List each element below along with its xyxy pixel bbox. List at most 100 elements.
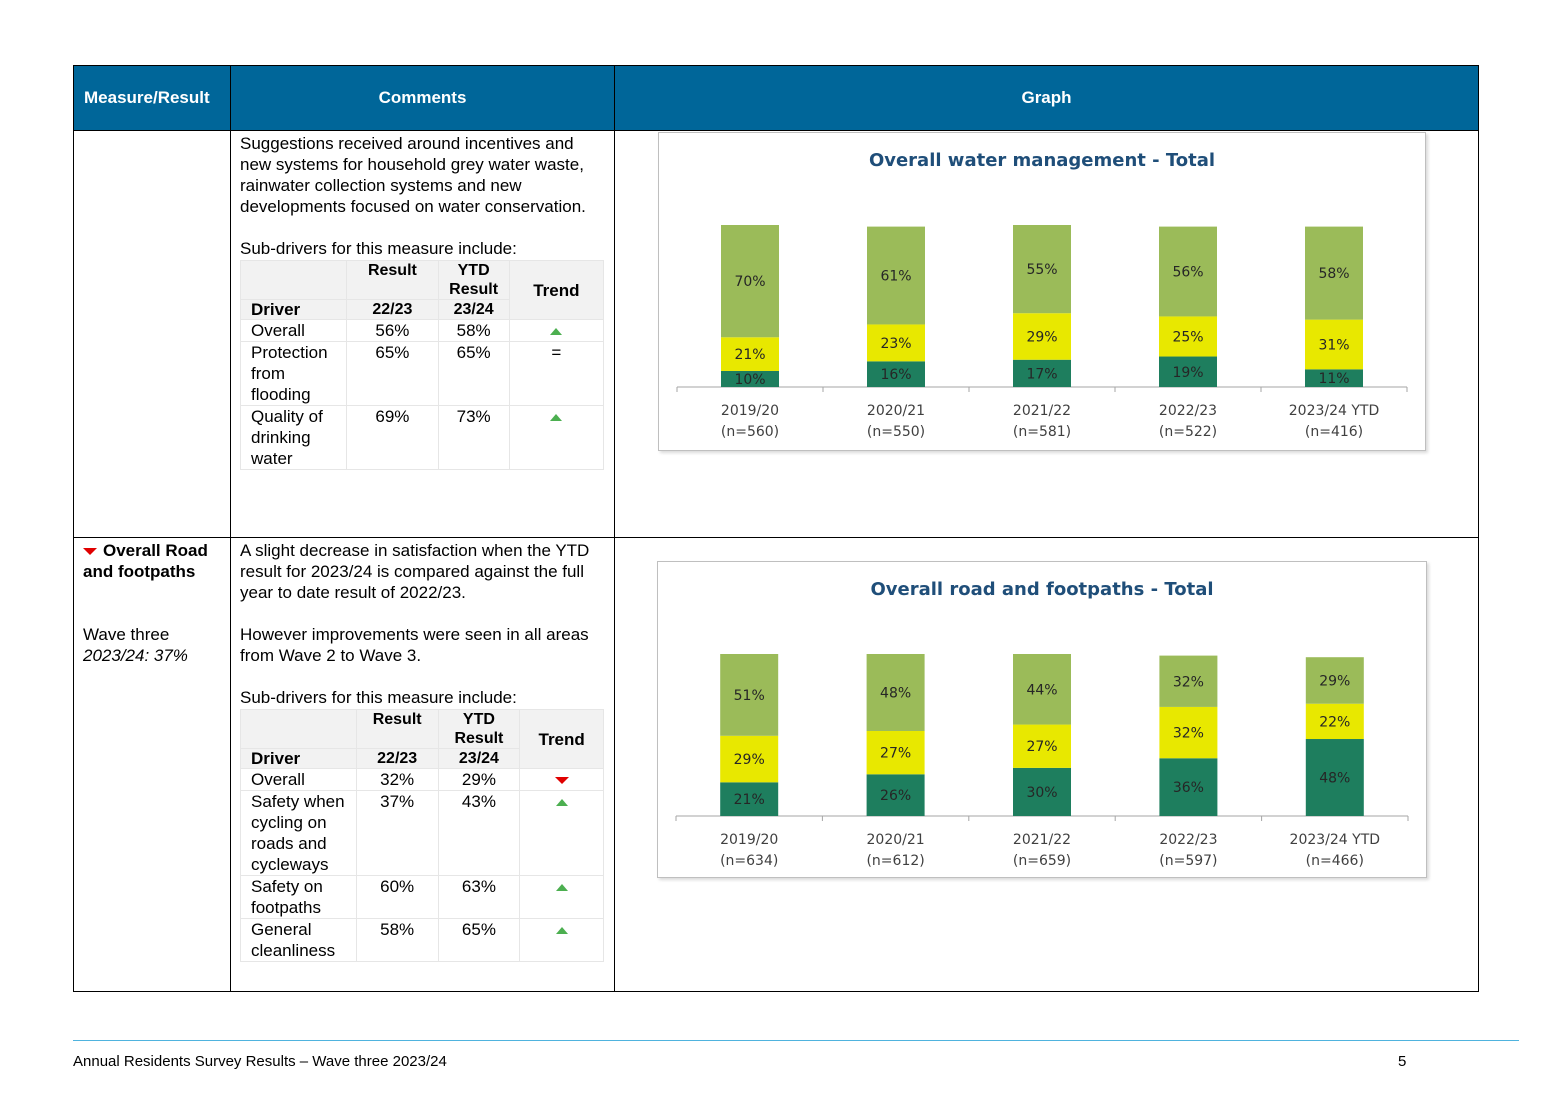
trend-header: Trend (519, 709, 604, 769)
sample-size-label: (n=550) (867, 424, 925, 440)
table-row: General cleanliness 58% 65% (240, 918, 604, 962)
measure-cell-roads: Overall Road and footpaths Wave three 20… (73, 537, 231, 992)
data-label: 27% (880, 746, 911, 762)
data-label: 23% (880, 336, 911, 352)
bar-segment (1305, 703, 1364, 740)
sample-size-label: (n=597) (1159, 853, 1217, 869)
bar-segment (721, 337, 779, 371)
driver-name: General cleanliness (240, 918, 357, 962)
data-label: 29% (1319, 673, 1350, 689)
bar-segment (1305, 226, 1363, 320)
bar-segment (1013, 359, 1071, 387)
data-label: 51% (734, 688, 765, 704)
sample-size-label: (n=634) (720, 853, 778, 869)
col1-header: 22/23 (346, 299, 439, 320)
x-tick-label: 2022/23 (1159, 832, 1217, 848)
driver-name: Protection from flooding (239, 341, 348, 406)
header-measure: Measure/Result (73, 65, 231, 131)
data-label: 44% (1026, 682, 1057, 698)
bar-segment (720, 654, 779, 736)
comments-cell-water: Suggestions received around incentives a… (230, 130, 615, 538)
bar-segment (1013, 724, 1071, 768)
footer-divider (73, 1040, 1519, 1041)
comment-paragraph: However improvements were seen in all ar… (240, 625, 589, 665)
data-label: 25% (1172, 329, 1203, 345)
table-row: Protection from flooding 65% 65% = (239, 341, 605, 406)
table-header-row: Measure/Result Comments Graph (73, 65, 1479, 131)
bar-segment (1305, 369, 1363, 387)
sample-size-label: (n=560) (721, 424, 779, 440)
trend-down-icon (83, 548, 97, 556)
driver-value-2223: 69% (346, 405, 439, 470)
driver-name: Overall (239, 319, 348, 342)
table-row: Safety on footpaths 60% 63% (240, 875, 604, 919)
driver-header: Driver (240, 748, 357, 769)
driver-value-2324: 65% (437, 341, 510, 406)
chart-title: Overall water management - Total (869, 150, 1215, 171)
chart-roads: Overall road and footpaths - Total 21% 29%… (657, 561, 1427, 878)
wave-label: Wave three (83, 625, 170, 644)
sample-size-label: (n=612) (866, 853, 924, 869)
table-row: Overall 32% 29% (240, 768, 604, 791)
bar-segment (1159, 655, 1218, 707)
driver-value-2223: 58% (355, 918, 439, 962)
measure-cell-water (73, 130, 231, 538)
page-number: 5 (1398, 1053, 1407, 1070)
x-tick-label: 2021/22 (1013, 403, 1071, 419)
data-label: 10% (734, 372, 765, 388)
trend-up-icon (550, 328, 563, 336)
driver-value-2223: 60% (355, 875, 439, 919)
bar-segment (1159, 706, 1218, 759)
data-label: 31% (1318, 337, 1349, 353)
bar-segment (866, 730, 925, 775)
col2-header: 23/24 (437, 748, 521, 769)
subdrivers-intro: Sub-drivers for this measure include: (240, 239, 517, 258)
driver-name: Safety when cycling on roads and cyclewa… (240, 790, 357, 876)
comment-paragraph: A slight decrease in satisfaction when t… (240, 541, 590, 602)
sample-size-label: (n=581) (1013, 424, 1071, 440)
header-comments: Comments (230, 65, 615, 131)
measure-title: Overall Road and footpaths (83, 541, 208, 581)
bar-segment (1305, 657, 1364, 704)
driver-name: Quality of drinking water (239, 405, 348, 470)
driver-value-2324: 43% (437, 790, 521, 876)
data-label: 21% (734, 347, 765, 363)
bar-segment (1013, 225, 1071, 314)
driver-value-2324: 63% (437, 875, 521, 919)
trend-up-icon (555, 884, 568, 892)
header-graph: Graph (614, 65, 1479, 131)
driver-value-2223: 65% (346, 341, 439, 406)
driver-value-2223: 56% (346, 319, 439, 342)
bar-segment (867, 361, 925, 387)
bar-segment (721, 225, 779, 338)
chart-water: Overall water management - Total 10% 21% 70… (658, 132, 1426, 451)
x-tick-label: 2023/24 YTD (1289, 403, 1380, 419)
footer-title: Annual Residents Survey Results – Wave t… (73, 1053, 447, 1070)
data-label: 61% (880, 269, 911, 285)
data-label: 48% (880, 685, 911, 701)
driver-header: Driver (239, 299, 348, 320)
result-header: Result (346, 260, 439, 300)
ytd-result-header: YTD Result (437, 260, 510, 300)
data-label: 70% (734, 274, 765, 290)
data-label: 30% (1026, 785, 1057, 801)
trend-up-icon (550, 414, 563, 422)
table-row: Overall 56% 58% (239, 319, 605, 342)
driver-name: Overall (240, 768, 357, 791)
trend-up-icon (555, 799, 568, 807)
bar-segment (1159, 226, 1217, 317)
bar-segment (1159, 316, 1217, 357)
result-header: Result (355, 709, 439, 749)
col1-header: 22/23 (355, 748, 439, 769)
data-label: 21% (734, 792, 765, 808)
subdriver-table-roads: Result YTD Result Trend Driver 22/23 23/… (240, 709, 604, 962)
x-tick-label: 2020/21 (867, 403, 925, 419)
chart-title: Overall road and footpaths - Total (870, 579, 1213, 600)
driver-value-2324: 58% (437, 319, 510, 342)
bar-segment (1159, 758, 1218, 816)
x-tick-label: 2023/24 YTD (1290, 832, 1381, 848)
bar-segment (866, 774, 925, 816)
bar-segment (720, 782, 779, 816)
driver-value-2324: 65% (437, 918, 521, 962)
trend-header: Trend (508, 260, 605, 320)
